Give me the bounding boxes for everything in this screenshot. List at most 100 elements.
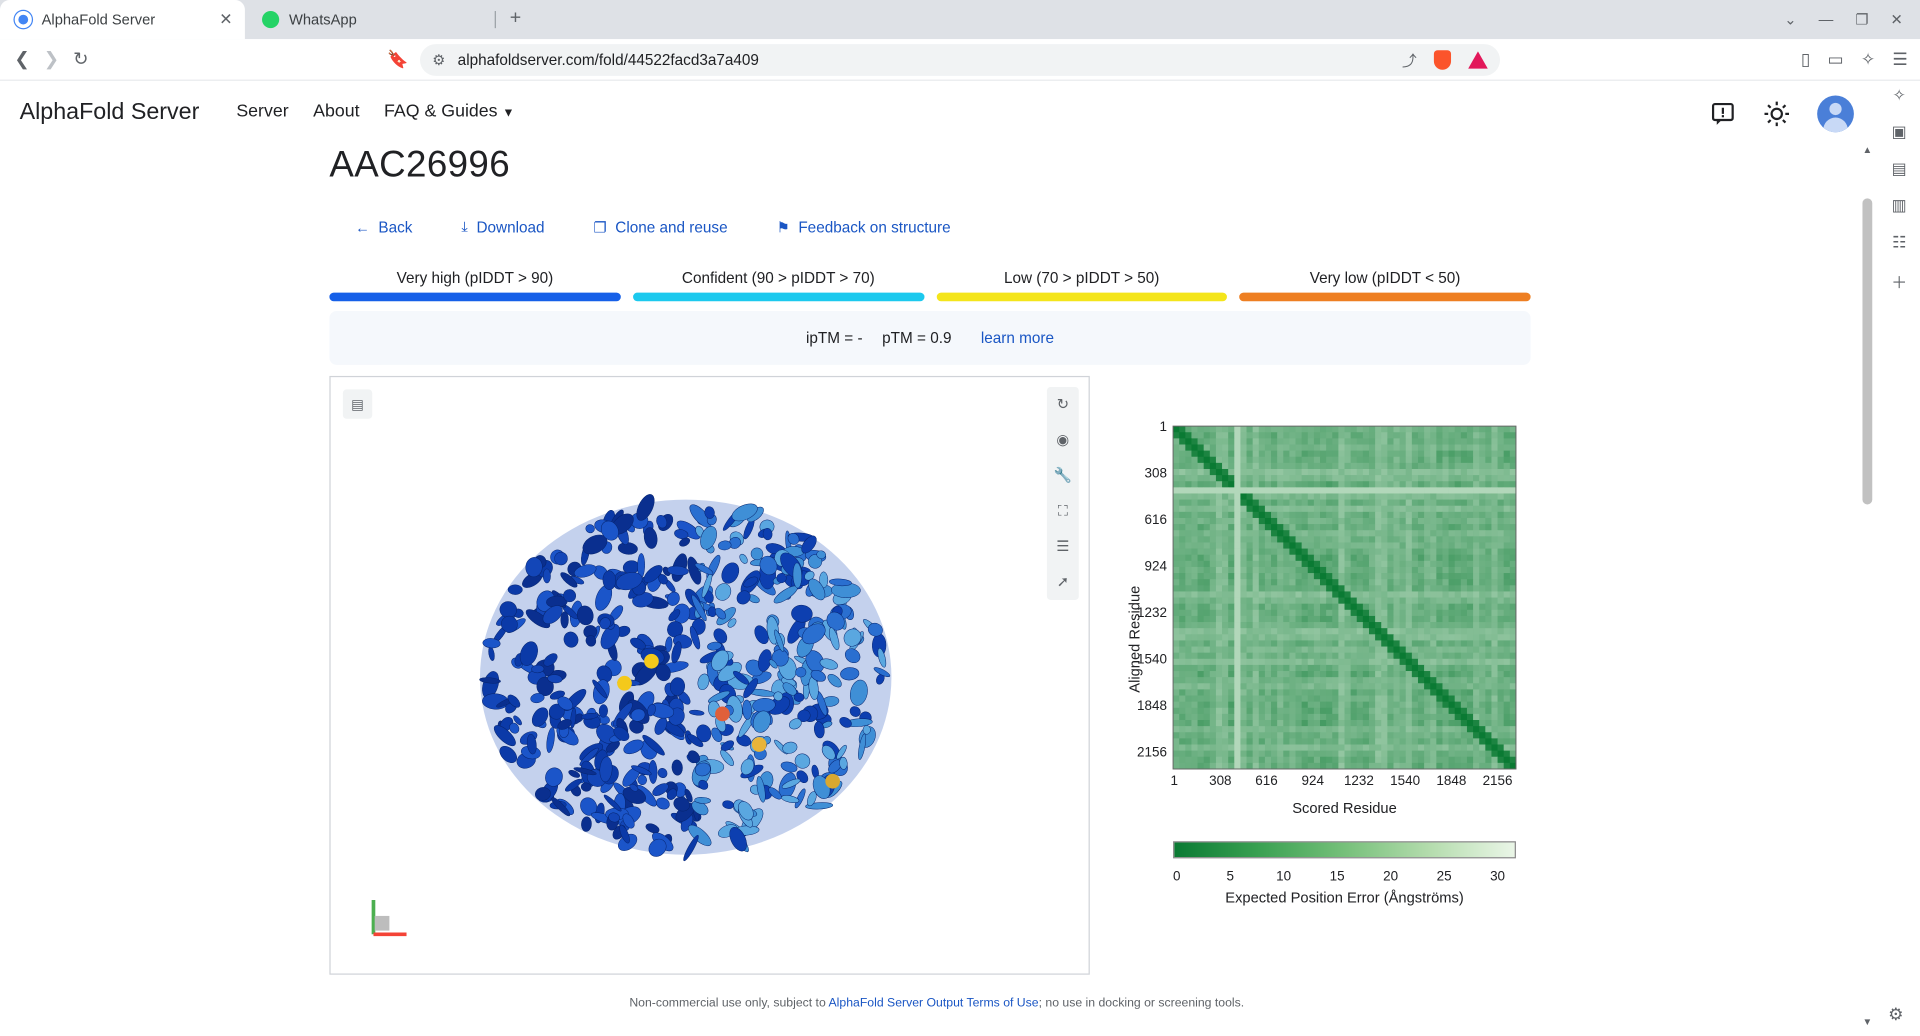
brave-shield-icon[interactable] [1433,50,1452,70]
heatmap-cell [1295,762,1303,770]
heatmap-cell [1411,689,1419,696]
sidebar-toggle-icon[interactable]: ▯ [1800,48,1811,69]
page-scrollbar[interactable]: ▲ ▼ [1861,144,1873,1035]
nav-about[interactable]: About [313,101,360,122]
heatmap-cell [1307,695,1315,703]
site-info-icon[interactable]: ⚙ [432,51,446,69]
heatmap-cell [1320,658,1327,666]
heatmap-cell [1203,560,1211,568]
bookmarks-rail-icon[interactable]: ▥ [1891,195,1907,215]
heatmap-cell [1381,628,1388,635]
close-tab-icon[interactable]: ✕ [219,9,233,29]
feedback-icon[interactable] [1709,100,1736,127]
protein-structure-render[interactable] [331,377,1090,975]
minimize-icon[interactable]: — [1818,11,1834,29]
heatmap-cell [1473,707,1480,715]
reading-list-icon[interactable]: ☷ [1892,232,1907,252]
heatmap-cell [1448,468,1456,476]
brave-rewards-icon[interactable] [1468,51,1488,69]
legend-confident: Confident (90 > pIDDT > 70) [632,269,924,302]
nav-server[interactable]: Server [236,101,289,122]
heatmap-cell [1240,726,1247,733]
forward-arrow-icon[interactable]: ❯ [43,48,60,70]
learn-more-link[interactable]: learn more [980,329,1055,347]
heatmap-cell [1197,585,1205,592]
sequence-panel-icon[interactable]: ▤ [342,389,373,419]
heatmap-cell [1173,462,1180,470]
restore-icon[interactable]: ❐ [1855,11,1869,29]
scroll-up-icon[interactable]: ▲ [1862,144,1873,156]
wrench-icon[interactable]: 🔧 [1053,466,1073,484]
tab-alphafold[interactable]: AlphaFold Server ✕ [0,0,245,40]
heatmap-cell [1473,573,1480,580]
address-bar[interactable]: ⚙ alphafoldserver.com/fold/44522facd3a7a… [420,44,1501,76]
close-window-icon[interactable]: ✕ [1890,11,1903,29]
heatmap-cell [1258,548,1266,556]
heatmap-cell [1442,744,1449,751]
tab-search-icon[interactable]: ⌄ [1784,11,1797,29]
heatmap-cell [1509,468,1517,476]
heatmap-cell [1307,432,1315,439]
heatmap-cell [1246,530,1254,537]
wallet-rail-icon[interactable]: ▤ [1891,159,1907,178]
structure-viewer[interactable]: ▤ ↻ ◉ 🔧 ⛶ ☰ ➚ [329,375,1090,975]
menu-icon[interactable]: ☰ [1892,48,1908,69]
heatmap-cell [1381,701,1388,709]
wallet-icon[interactable]: ▭ [1827,48,1844,69]
heatmap-cell [1277,426,1284,433]
heatmap-cell [1203,542,1211,549]
heatmap-cell [1246,750,1254,758]
leo-ai-icon[interactable]: ✧ [1860,48,1876,69]
nav-faq[interactable]: FAQ & Guides ▼ [384,102,539,122]
theme-toggle-icon[interactable] [1763,100,1790,127]
heatmap-cell [1264,658,1272,666]
heatmap-cell [1387,566,1394,574]
heatmap-cell [1264,622,1272,629]
heatmap-cell [1411,701,1419,709]
screenshot-icon[interactable]: ◉ [1056,431,1070,449]
heatmap-cell [1424,689,1431,696]
back-button[interactable]: ← Back [355,218,412,236]
protein-helix [648,838,667,857]
scroll-down-icon[interactable]: ▼ [1862,1016,1873,1028]
user-avatar[interactable] [1817,95,1854,133]
heatmap-cell [1228,560,1235,568]
heatmap-cell [1289,622,1296,629]
bookmark-icon[interactable]: 🔖 [386,48,409,69]
heatmap-cell [1491,554,1498,562]
heatmap-cell [1252,652,1260,660]
heatmap-cell [1215,554,1223,562]
share-icon[interactable]: ⤴ [1402,52,1417,70]
clone-button[interactable]: ❐ Clone and reuse [594,218,728,236]
select-pointer-icon[interactable]: ➚ [1056,573,1070,591]
pae-heatmap[interactable] [1172,425,1517,770]
heatmap-cell [1473,732,1480,739]
url-text[interactable]: alphafoldserver.com/fold/44522facd3a7a40… [457,51,759,69]
heatmap-cell [1326,615,1333,623]
download-button[interactable]: ⤓ Download [461,218,544,236]
heatmap-cell [1368,738,1376,745]
new-tab-icon[interactable]: + [509,7,522,29]
leo-sparkle-icon[interactable]: ✧ [1892,85,1906,105]
back-arrow-icon[interactable]: ❮ [14,48,30,70]
fullscreen-icon[interactable]: ⛶ [1057,502,1069,520]
iptm-value: ipTM = - [805,329,863,347]
scroll-thumb[interactable] [1862,198,1873,505]
heatmap-cell [1179,554,1186,562]
settings-gear-icon[interactable]: ⚙ [1888,1004,1904,1024]
app-logo[interactable]: AlphaFold Server [19,99,200,125]
heatmap-cell [1509,732,1517,739]
heatmap-cell [1479,646,1486,654]
tab-whatsapp[interactable]: WhatsApp [252,0,497,39]
add-panel-icon[interactable]: ＋ [1891,273,1908,292]
heatmap-cell [1491,591,1498,598]
heatmap-cell [1277,573,1284,580]
protein-helix [636,494,655,521]
media-icon[interactable]: ▣ [1891,122,1907,141]
reload-icon[interactable]: ↻ [73,48,89,70]
feedback-structure-button[interactable]: ⚑ Feedback on structure [777,218,951,236]
heatmap-cell [1399,462,1407,470]
settings-sliders-icon[interactable]: ☰ [1056,537,1070,555]
terms-link[interactable]: AlphaFold Server Output Terms of Use [828,996,1039,1011]
reset-view-icon[interactable]: ↻ [1056,395,1070,413]
